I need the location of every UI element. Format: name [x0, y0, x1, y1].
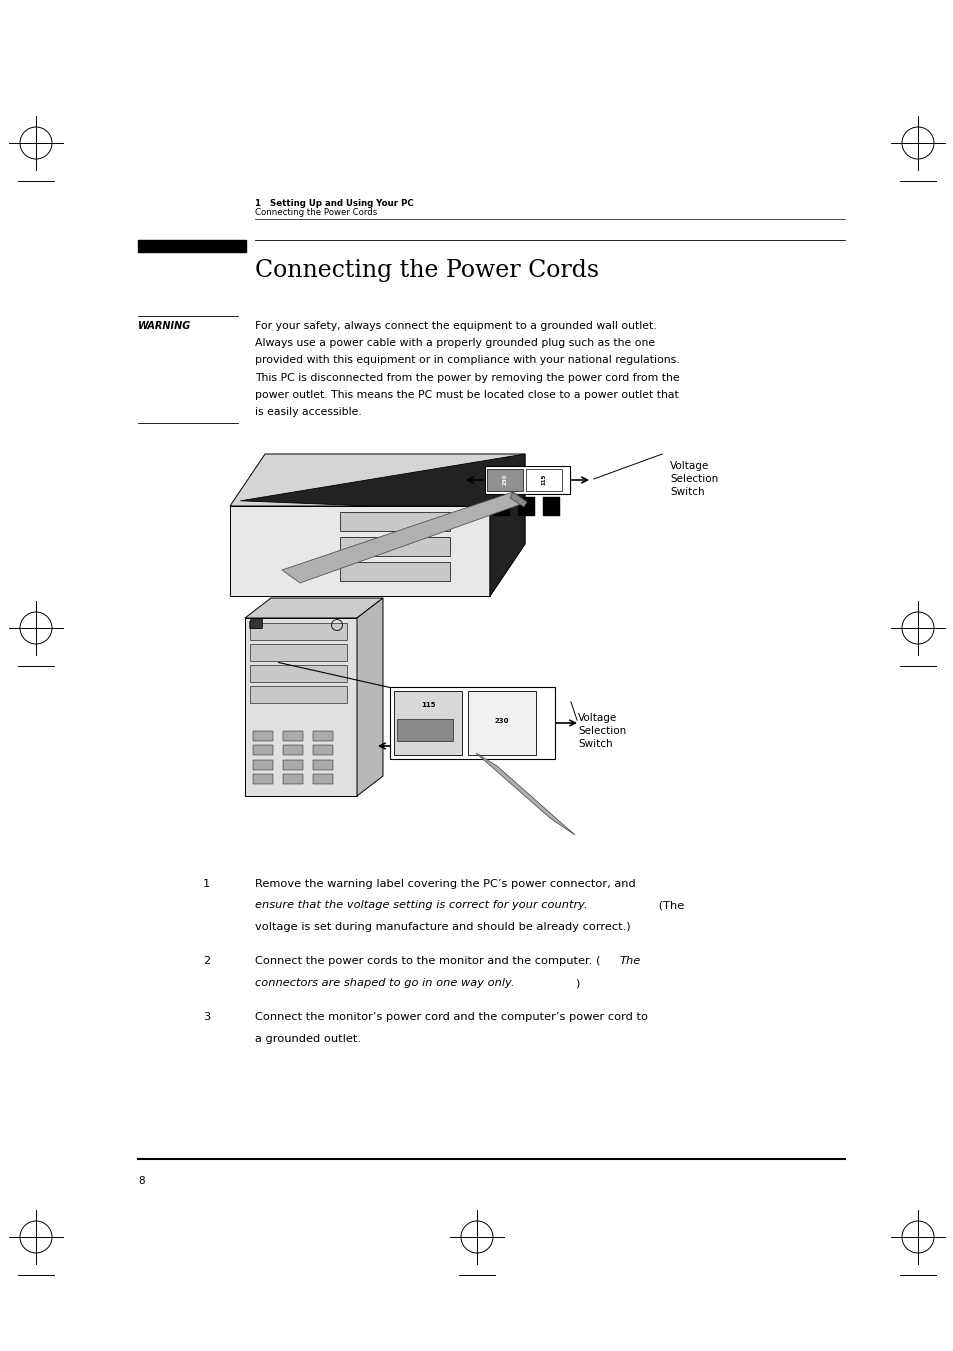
Bar [283, 774, 303, 784]
Text: 8: 8 [138, 1175, 145, 1186]
Polygon shape [490, 454, 524, 596]
Bar [313, 731, 333, 740]
Bar [313, 759, 333, 770]
Text: 1   Setting Up and Using Your PC: 1 Setting Up and Using Your PC [254, 199, 414, 208]
Text: For your safety, always connect the equipment to a grounded wall outlet.: For your safety, always connect the equi… [254, 322, 656, 331]
Bar [394, 690, 461, 755]
Polygon shape [476, 753, 575, 835]
Text: The: The [619, 957, 640, 966]
Bar [468, 690, 536, 755]
Polygon shape [245, 617, 356, 796]
Polygon shape [510, 492, 526, 507]
Bar [253, 759, 273, 770]
Polygon shape [245, 598, 382, 617]
Text: Connecting the Power Cords: Connecting the Power Cords [254, 208, 376, 218]
Bar [253, 731, 273, 740]
Bar [339, 562, 450, 581]
Text: connectors are shaped to go in one way only.: connectors are shaped to go in one way o… [254, 978, 514, 988]
Bar [484, 466, 569, 494]
Bar [138, 240, 246, 253]
Bar [250, 665, 347, 682]
Bar [390, 688, 555, 759]
Bar [250, 644, 347, 661]
Bar [339, 536, 450, 557]
Text: power outlet. This means the PC must be located close to a power outlet that: power outlet. This means the PC must be … [254, 390, 678, 400]
Bar [250, 686, 347, 703]
Bar [486, 469, 522, 490]
Text: voltage is set during manufacture and should be already correct.): voltage is set during manufacture and sh… [254, 921, 630, 932]
Polygon shape [282, 492, 526, 584]
Bar [313, 744, 333, 755]
Text: Connect the monitor’s power cord and the computer’s power cord to: Connect the monitor’s power cord and the… [254, 1012, 647, 1023]
Bar [249, 621, 261, 628]
Bar [517, 497, 535, 516]
Text: 3: 3 [203, 1012, 210, 1023]
Text: is easily accessible.: is easily accessible. [254, 407, 361, 417]
Bar [253, 744, 273, 755]
Bar [250, 623, 347, 640]
Text: 1: 1 [203, 880, 210, 889]
Text: 2: 2 [203, 957, 210, 966]
Text: Always use a power cable with a properly grounded plug such as the one: Always use a power cable with a properly… [254, 338, 655, 349]
Polygon shape [356, 598, 382, 796]
Bar [396, 719, 453, 740]
Bar [283, 731, 303, 740]
Text: provided with this equipment or in compliance with your national regulations.: provided with this equipment or in compl… [254, 355, 679, 365]
Text: This PC is disconnected from the power by removing the power cord from the: This PC is disconnected from the power b… [254, 373, 679, 382]
Bar [313, 774, 333, 784]
Text: 230: 230 [495, 717, 509, 724]
Bar [283, 744, 303, 755]
Bar [283, 759, 303, 770]
Text: Voltage
Selection
Switch: Voltage Selection Switch [578, 713, 625, 750]
Polygon shape [230, 454, 524, 507]
Polygon shape [240, 454, 524, 596]
Text: 230: 230 [502, 474, 507, 485]
Text: Voltage
Selection
Switch: Voltage Selection Switch [669, 461, 718, 497]
Text: Connect the power cords to the monitor and the computer. (: Connect the power cords to the monitor a… [254, 957, 599, 966]
Text: ensure that the voltage setting is correct for your country.: ensure that the voltage setting is corre… [254, 901, 587, 911]
Text: (The: (The [655, 901, 683, 911]
Text: Remove the warning label covering the PC’s power connector, and: Remove the warning label covering the PC… [254, 880, 635, 889]
Text: Connecting the Power Cords: Connecting the Power Cords [254, 259, 598, 282]
Bar [253, 774, 273, 784]
Bar [542, 497, 559, 516]
Text: a grounded outlet.: a grounded outlet. [254, 1034, 360, 1044]
Bar [339, 512, 450, 531]
Bar [250, 619, 262, 628]
Text: 115: 115 [541, 474, 546, 485]
Bar [525, 469, 561, 490]
Text: ): ) [575, 978, 578, 988]
Text: 115: 115 [420, 703, 435, 708]
Bar [493, 497, 510, 516]
Text: WARNING: WARNING [138, 322, 191, 331]
Polygon shape [230, 507, 490, 596]
